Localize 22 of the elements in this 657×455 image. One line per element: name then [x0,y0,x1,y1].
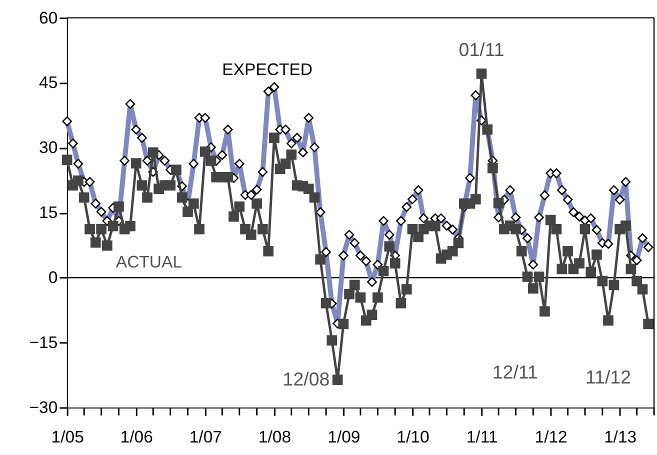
x-tick-label: 1/06 [120,428,153,447]
y-tick-label: −15 [29,332,58,352]
annotation: 01/11 [458,38,504,60]
x-tick-label: 1/09 [328,428,360,447]
x-tick-label: 1/10 [396,428,430,447]
annotation: 12/11 [492,361,538,382]
series-label: EXPECTED [222,60,313,80]
series-label: ACTUAL [116,252,182,272]
y-tick-label: 30 [39,138,58,158]
y-tick-label: 45 [39,73,58,92]
y-tick-label: 0 [48,268,58,288]
y-tick-label: 60 [39,8,58,28]
annotation: 11/12 [586,366,632,388]
y-tick-label: −30 [29,398,58,417]
x-tick-label: 1/11 [466,428,498,447]
x-tick-label: 1/12 [534,428,568,447]
x-tick-label: 1/07 [189,428,222,447]
annotation: 12/08 [282,368,330,390]
y-tick-label: 15 [39,203,58,222]
x-tick-label: 1/08 [258,428,292,447]
x-tick-label: 1/05 [51,428,84,447]
x-tick-label: 1/13 [604,428,637,447]
